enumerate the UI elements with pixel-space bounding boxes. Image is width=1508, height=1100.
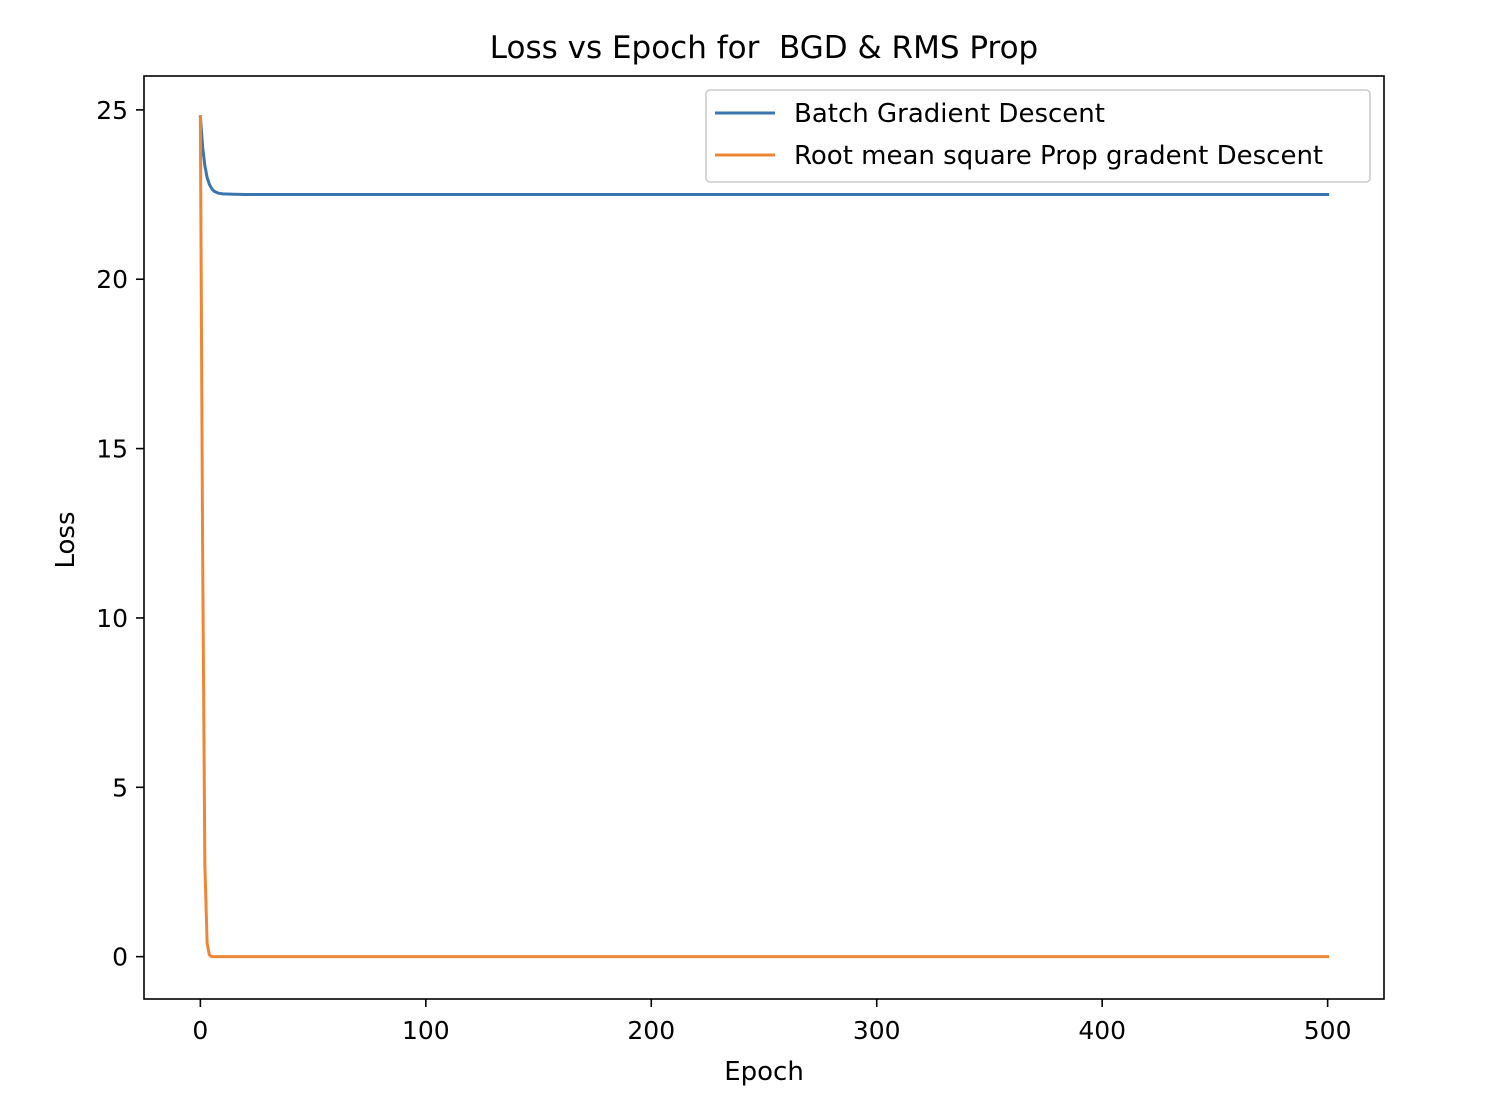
x-tick-label: 500 xyxy=(1304,1016,1352,1045)
x-tick-label: 400 xyxy=(1078,1016,1126,1045)
plot-frame xyxy=(143,75,1385,1000)
y-tick-label: 15 xyxy=(96,435,128,464)
series-line-1 xyxy=(198,115,1330,959)
y-tick-label: 25 xyxy=(96,96,128,125)
y-tick-label: 10 xyxy=(96,604,128,633)
x-tick-label: 300 xyxy=(853,1016,901,1045)
x-tick-label: 200 xyxy=(627,1016,675,1045)
y-tick-label: 20 xyxy=(96,265,128,294)
legend: Batch Gradient Descent Root mean square … xyxy=(705,89,1371,183)
legend-label-bgd: Batch Gradient Descent xyxy=(794,99,1105,129)
legend-label-rmsprop: Root mean square Prop gradent Descent xyxy=(794,141,1323,171)
x-axis: 0 100 200 300 400 500 xyxy=(192,999,1351,1045)
plot-area xyxy=(198,115,1330,959)
chart-title: Loss vs Epoch for BGD & RMS Prop xyxy=(490,30,1038,66)
y-axis: 0 5 10 15 20 25 xyxy=(96,96,144,972)
x-tick-label: 0 xyxy=(192,1016,208,1045)
legend-box xyxy=(705,89,1371,183)
y-tick-label: 5 xyxy=(112,773,128,802)
x-axis-label: Epoch xyxy=(724,1057,804,1087)
series-line-0 xyxy=(198,115,1330,197)
x-tick-label: 100 xyxy=(402,1016,450,1045)
y-tick-label: 0 xyxy=(112,943,128,972)
y-axis-label: Loss xyxy=(51,511,81,568)
